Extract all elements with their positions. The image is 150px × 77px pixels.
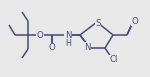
Text: S: S (95, 18, 101, 27)
Text: Cl: Cl (110, 56, 118, 65)
Text: O: O (132, 16, 138, 25)
Text: O: O (37, 30, 43, 40)
Text: O: O (49, 44, 55, 53)
Text: N: N (84, 43, 90, 52)
Text: N: N (65, 30, 71, 40)
Text: H: H (65, 38, 71, 48)
